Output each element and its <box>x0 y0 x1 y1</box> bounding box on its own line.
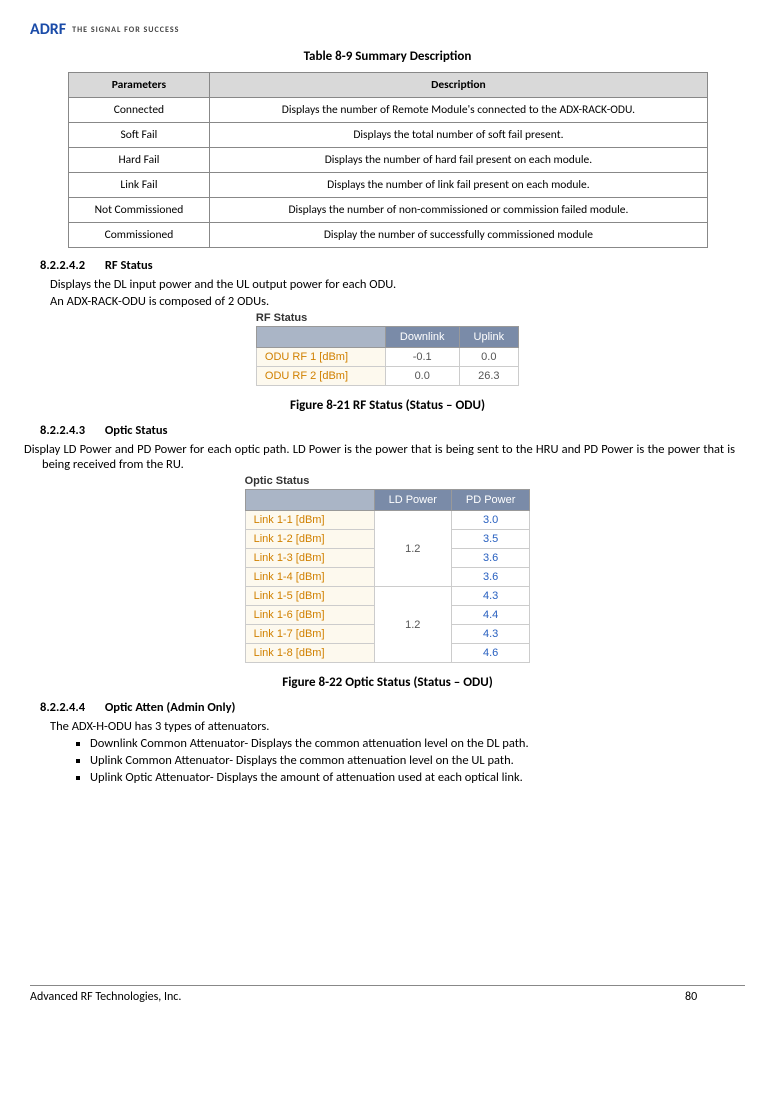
optic-status-table: LD PowerPD Power Link 1-1 [dBm]1.23.0 Lin… <box>245 489 531 663</box>
section-title: Optic Status <box>105 423 168 438</box>
optic-status-panel: Optic Status LD PowerPD Power Link 1-1 [… <box>245 475 531 663</box>
table-row: Link FailDisplays the number of link fai… <box>68 173 707 198</box>
figure-caption-rf: Figure 8-21 RF Status (Status – ODU) <box>30 398 745 413</box>
footer: Advanced RF Technologies, Inc. 80 <box>30 985 745 1004</box>
list-item: Downlink Common Attenuator- Displays the… <box>90 736 745 751</box>
table-header: PD Power <box>451 490 530 511</box>
table-row: CommissionedDisplay the number of succes… <box>68 223 707 248</box>
section-number: 8.2.2.4.3 <box>40 423 85 438</box>
table-header <box>245 490 374 511</box>
table-row: ConnectedDisplays the number of Remote M… <box>68 98 707 123</box>
logo: ADRF THE SIGNAL FOR SUCCESS <box>30 20 745 39</box>
optic-panel-title: Optic Status <box>245 475 531 487</box>
summary-table: ParametersDescription ConnectedDisplays … <box>68 72 708 248</box>
section-number: 8.2.2.4.2 <box>40 258 85 273</box>
logo-brand: ADRF <box>30 20 66 39</box>
table-header: Parameters <box>68 73 210 98</box>
footer-page: 80 <box>685 990 745 1004</box>
rf-text-1: Displays the DL input power and the UL o… <box>50 277 745 292</box>
rf-status-table: DownlinkUplink ODU RF 1 [dBm]-0.10.0ODU … <box>256 326 519 386</box>
list-item: Uplink Optic Attenuator- Displays the am… <box>90 770 745 785</box>
table-header: Downlink <box>385 327 459 348</box>
section-title: Optic Atten (Admin Only) <box>105 700 236 715</box>
table-header: Description <box>210 73 707 98</box>
section-rf-heading: 8.2.2.4.2 RF Status <box>40 258 745 273</box>
rf-text-2: An ADX-RACK-ODU is composed of 2 ODUs. <box>50 294 745 309</box>
table-row: Link 1-1 [dBm]1.23.0 <box>245 511 530 530</box>
section-title: RF Status <box>105 258 153 273</box>
rf-panel-title: RF Status <box>256 312 519 324</box>
table-header: Uplink <box>459 327 519 348</box>
figure-caption-optic: Figure 8-22 Optic Status (Status – ODU) <box>30 675 745 690</box>
table-header <box>256 327 385 348</box>
section-optic-heading: 8.2.2.4.3 Optic Status <box>40 423 745 438</box>
footer-company: Advanced RF Technologies, Inc. <box>30 990 685 1004</box>
optic-text-1: Display LD Power and PD Power for each o… <box>42 442 735 472</box>
table-row: Soft FailDisplays the total number of so… <box>68 123 707 148</box>
table-row: Not CommissionedDisplays the number of n… <box>68 198 707 223</box>
atten-bullet-list: Downlink Common Attenuator- Displays the… <box>90 736 745 785</box>
table-header: LD Power <box>374 490 451 511</box>
section-number: 8.2.2.4.4 <box>40 700 85 715</box>
table-row: Hard FailDisplays the number of hard fai… <box>68 148 707 173</box>
table-row: ODU RF 2 [dBm]0.026.3 <box>256 367 518 386</box>
logo-tagline: THE SIGNAL FOR SUCCESS <box>72 25 179 35</box>
section-atten-heading: 8.2.2.4.4 Optic Atten (Admin Only) <box>40 700 745 715</box>
atten-text-1: The ADX-H-ODU has 3 types of attenuators… <box>50 719 745 734</box>
table-row: ODU RF 1 [dBm]-0.10.0 <box>256 348 518 367</box>
table-caption: Table 8-9 Summary Description <box>30 49 745 64</box>
list-item: Uplink Common Attenuator- Displays the c… <box>90 753 745 768</box>
rf-status-panel: RF Status DownlinkUplink ODU RF 1 [dBm]-… <box>256 312 519 386</box>
table-row: Link 1-5 [dBm]1.24.3 <box>245 587 530 606</box>
